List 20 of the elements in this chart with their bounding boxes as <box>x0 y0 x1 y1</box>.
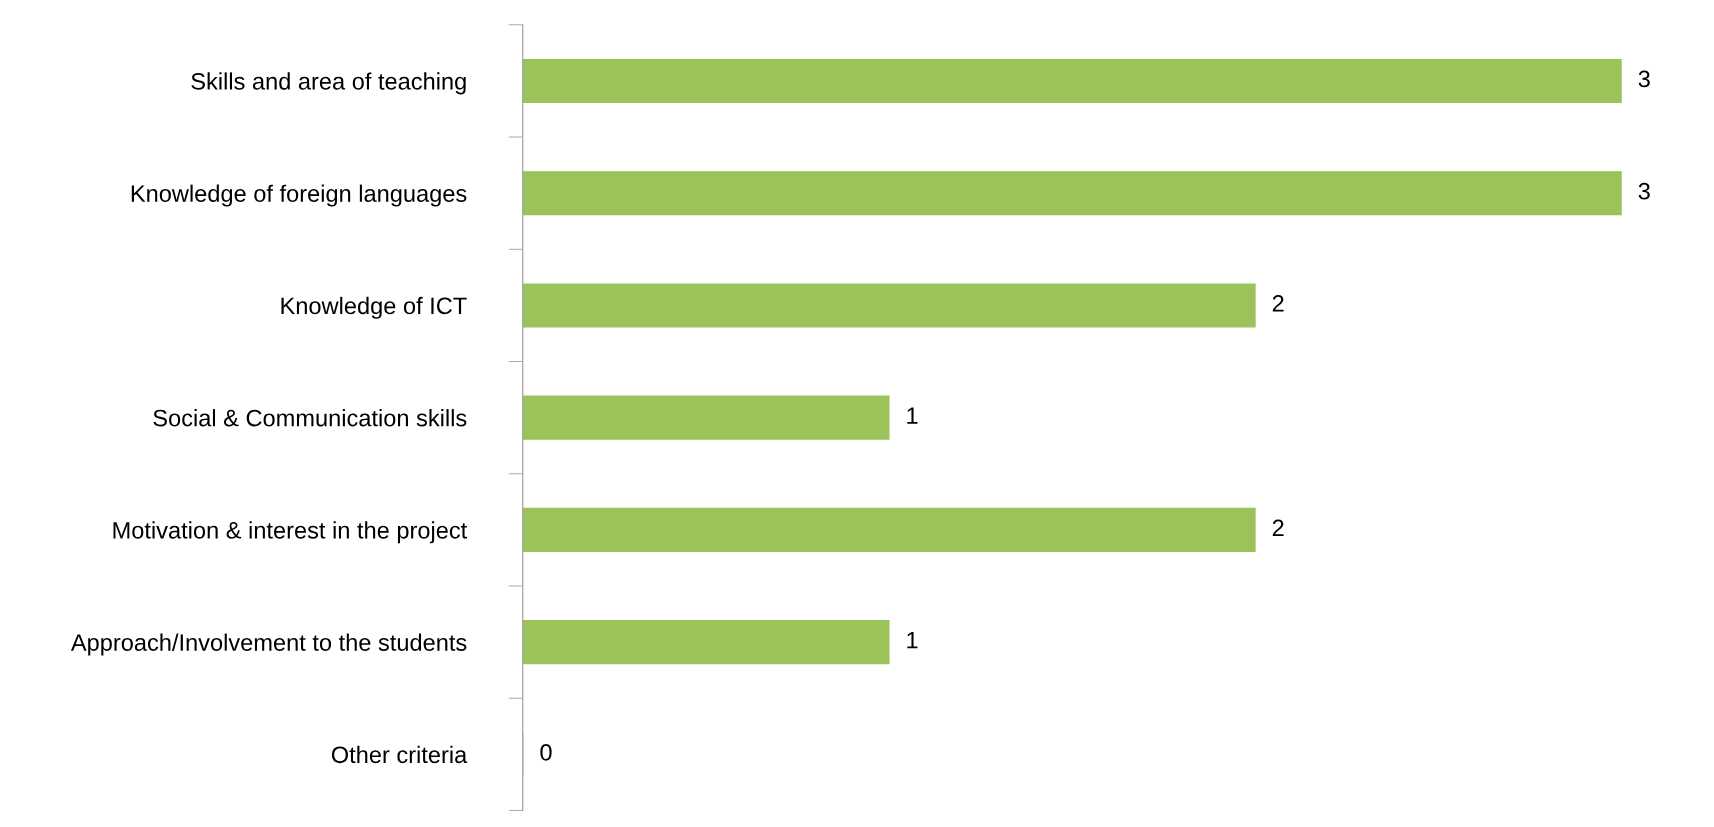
y-tick-label: Skills and area of teaching <box>191 72 466 95</box>
data-label: 3 <box>1638 70 1650 88</box>
bar <box>522 171 1622 216</box>
y-tick-label: Social & Communication skills <box>153 409 467 427</box>
bar <box>522 395 890 440</box>
bar <box>522 620 890 665</box>
y-tick-label: Other criteria <box>331 745 468 764</box>
data-label: 3 <box>1638 182 1650 200</box>
bar <box>522 507 1256 552</box>
y-tick-label: Knowledge of ICT <box>281 296 467 319</box>
data-label: 0 <box>540 743 552 761</box>
bar <box>522 58 1622 103</box>
data-label: 1 <box>907 631 918 649</box>
data-label: 2 <box>1272 519 1284 536</box>
bar <box>522 283 1256 328</box>
data-label: 1 <box>907 407 918 424</box>
y-tick-label: Approach/Involvement to the students <box>70 633 467 656</box>
data-label: 2 <box>1272 295 1284 312</box>
y-tick-label: Knowledge of foreign languages <box>131 184 467 207</box>
y-tick-label: Motivation & interest in the project <box>113 521 468 544</box>
